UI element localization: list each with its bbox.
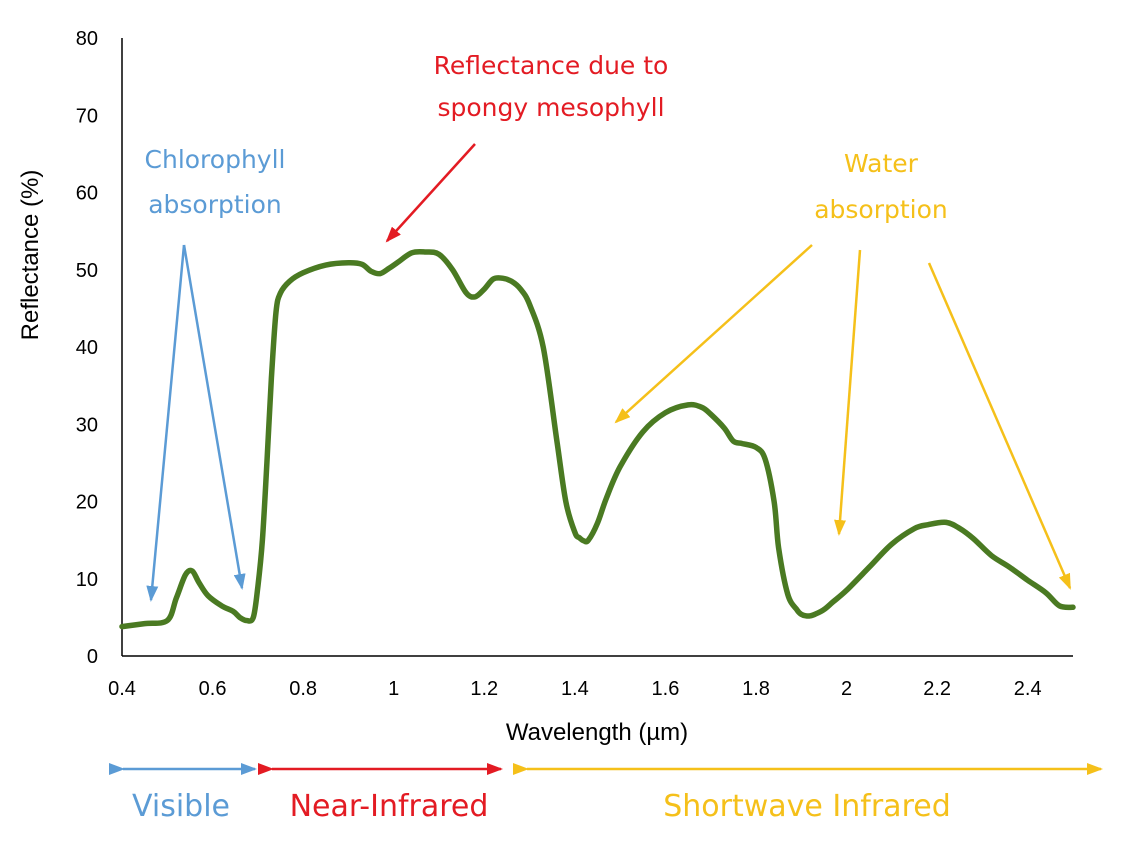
water-label-line2: absorption <box>814 195 948 224</box>
visible-label: Visible <box>132 789 230 824</box>
mesophyll-label-line1: Reflectance due to <box>434 51 669 80</box>
x-tick-label: 1.6 <box>652 678 680 700</box>
chlorophyll-label-line1: Chlorophyll <box>145 145 286 174</box>
y-tick-label: 80 <box>76 28 98 50</box>
x-tick-label: 0.4 <box>108 678 136 700</box>
water-annotation: Water absorption <box>614 149 1072 590</box>
x-tick-label: 1.4 <box>561 678 589 700</box>
y-tick-label: 70 <box>76 105 98 127</box>
water-arrow-1 <box>614 244 813 424</box>
mesophyll-arrow <box>385 143 476 243</box>
mesophyll-label-line2: spongy mesophyll <box>437 93 664 122</box>
x-tick-label: 2.4 <box>1014 678 1042 700</box>
y-tick-label: 30 <box>76 414 98 436</box>
shortwave-infrared-region: Shortwave Infrared <box>513 763 1103 824</box>
y-tick-label: 0 <box>87 646 98 668</box>
chlorophyll-annotation: Chlorophyll absorption <box>145 145 286 602</box>
x-axis-label: Wavelength (µm) <box>506 719 688 746</box>
y-tick-label: 20 <box>76 492 98 514</box>
y-axis-label: Reflectance (%) <box>17 170 44 341</box>
chlorophyll-arrow-right <box>182 244 246 590</box>
water-arrow-3 <box>927 262 1072 590</box>
x-tick-label: 1.8 <box>742 678 770 700</box>
visible-region: Visible <box>109 763 257 824</box>
mesophyll-annotation: Reflectance due to spongy mesophyll <box>385 51 669 243</box>
x-tick-label: 2 <box>841 678 852 700</box>
near-infrared-region: Near-Infrared <box>258 763 503 824</box>
reflectance-curve <box>119 248 1076 630</box>
x-tick-label: 1.2 <box>470 678 498 700</box>
near-infrared-label: Near-Infrared <box>290 789 489 824</box>
chlorophyll-label-line2: absorption <box>148 190 282 219</box>
x-tick-label: 0.8 <box>289 678 317 700</box>
y-tick-label: 60 <box>76 183 98 205</box>
x-tick-label: 2.2 <box>923 678 951 700</box>
water-arrow-2 <box>834 249 862 536</box>
x-tick-label: 1 <box>388 678 399 700</box>
water-label-line1: Water <box>844 149 919 178</box>
shortwave-infrared-label: Shortwave Infrared <box>663 789 951 824</box>
y-tick-label: 40 <box>76 337 98 359</box>
x-tick-label: 0.6 <box>199 678 227 700</box>
chlorophyll-arrow-left <box>146 244 186 602</box>
y-tick-label: 10 <box>76 569 98 591</box>
y-tick-label: 50 <box>76 260 98 282</box>
